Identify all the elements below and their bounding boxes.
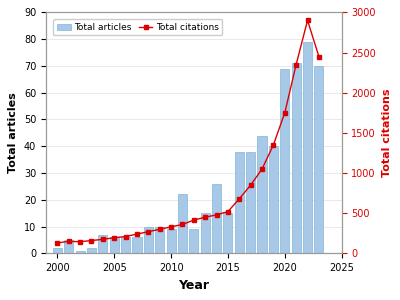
Bar bbox=[98, 235, 107, 254]
Bar bbox=[144, 226, 153, 254]
Bar bbox=[178, 194, 187, 254]
Bar bbox=[280, 69, 289, 254]
Bar bbox=[314, 66, 324, 254]
Bar bbox=[223, 213, 232, 254]
Bar bbox=[121, 237, 130, 254]
Bar bbox=[292, 63, 301, 254]
Bar bbox=[201, 213, 210, 254]
Bar bbox=[76, 251, 85, 253]
Bar bbox=[132, 237, 142, 254]
Bar bbox=[166, 229, 176, 254]
Bar bbox=[258, 136, 266, 254]
Legend: Total articles, Total citations: Total articles, Total citations bbox=[54, 19, 222, 35]
Bar bbox=[155, 226, 164, 254]
Bar bbox=[235, 152, 244, 254]
Bar bbox=[246, 152, 255, 254]
X-axis label: Year: Year bbox=[178, 279, 209, 292]
Bar bbox=[269, 146, 278, 254]
Y-axis label: Total articles: Total articles bbox=[8, 92, 18, 173]
Bar bbox=[87, 248, 96, 254]
Bar bbox=[110, 237, 119, 254]
Bar bbox=[189, 229, 198, 254]
Bar bbox=[53, 248, 62, 254]
Bar bbox=[212, 184, 221, 254]
Bar bbox=[303, 42, 312, 254]
Bar bbox=[64, 240, 73, 253]
Y-axis label: Total citations: Total citations bbox=[382, 88, 392, 177]
